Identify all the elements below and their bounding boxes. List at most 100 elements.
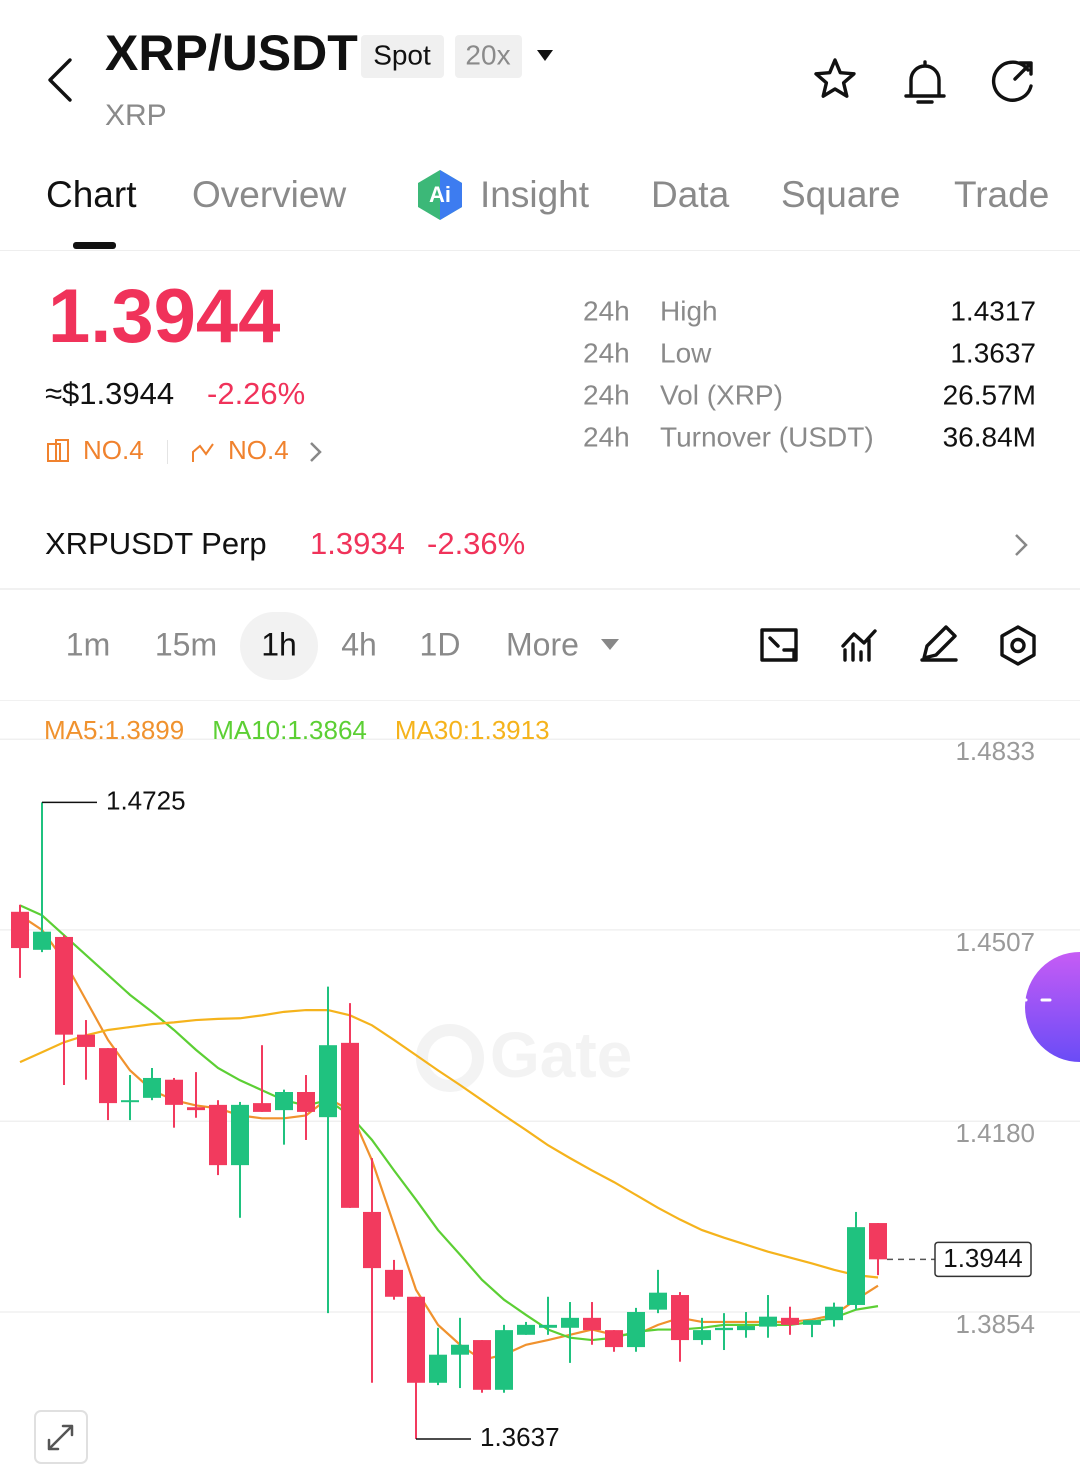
candle-body xyxy=(385,1269,403,1297)
pair-subtitle: XRP xyxy=(105,99,167,132)
rank-icon xyxy=(192,443,214,462)
stat-period: 24h xyxy=(583,337,630,368)
settings-icon[interactable] xyxy=(1000,625,1036,666)
divider xyxy=(0,700,1080,701)
stat-label: Vol (XRP) xyxy=(660,379,783,410)
chart-grid xyxy=(0,738,1080,1313)
interval-selected-bg xyxy=(240,612,318,680)
interval[interactable]: 1m xyxy=(66,626,110,662)
candle-body xyxy=(825,1306,843,1321)
interval[interactable]: More xyxy=(506,626,579,662)
chevron[interactable] xyxy=(310,442,322,462)
candle-body xyxy=(715,1327,733,1331)
fullscreen-icon[interactable] xyxy=(760,628,798,662)
tab[interactable]: Chart xyxy=(46,174,137,215)
candle-body xyxy=(209,1104,227,1166)
expand-icon xyxy=(47,1424,74,1451)
stat-period: 24h xyxy=(583,295,630,326)
badge-leverage[interactable]: 20x xyxy=(465,39,510,70)
candle-body xyxy=(847,1227,865,1305)
candle-body xyxy=(451,1344,469,1355)
candle-body xyxy=(737,1326,755,1331)
candle-body xyxy=(253,1103,271,1112)
candle-body xyxy=(781,1317,799,1325)
candle-body xyxy=(539,1324,557,1328)
y-tick-label: 1.3854 xyxy=(955,1309,1035,1339)
share-icon[interactable] xyxy=(992,60,1033,102)
tab-bar: Chart Overview Ai Insight Data Square Tr… xyxy=(46,170,1049,249)
back-button[interactable] xyxy=(48,58,72,102)
interval[interactable]: 4h xyxy=(341,626,377,662)
usd-price: ≈$1.3944 xyxy=(45,376,174,411)
interval[interactable]: 1D xyxy=(420,626,461,662)
legend-entry: MA5:1.3899 xyxy=(44,715,184,745)
candle-body xyxy=(187,1107,205,1111)
tab[interactable]: Data xyxy=(651,174,730,215)
candle-body xyxy=(297,1092,315,1112)
draw-icon[interactable] xyxy=(920,625,958,662)
badge-bg xyxy=(455,35,522,78)
stat-label: High xyxy=(660,295,718,326)
ma-line xyxy=(19,914,879,1362)
chevron[interactable] xyxy=(1015,534,1028,556)
divider xyxy=(0,588,1080,590)
y-tick-label: 1.4507 xyxy=(955,927,1035,957)
volume-rank[interactable]: NO.4 xyxy=(228,435,289,465)
tab[interactable]: Overview xyxy=(192,174,346,215)
stat-label: Low xyxy=(660,337,712,368)
rank-icon xyxy=(47,443,61,462)
ma-lines xyxy=(19,904,879,1362)
indicator-icon[interactable] xyxy=(841,629,877,662)
y-tick-label: 1.4833 xyxy=(955,736,1035,766)
stat-value: 1.4317 xyxy=(950,295,1036,326)
price-change: -2.26% xyxy=(207,376,305,411)
tab[interactable]: Square xyxy=(781,174,900,215)
candle-body xyxy=(869,1223,887,1260)
tab[interactable]: Trade xyxy=(954,174,1049,215)
dropdown-caret[interactable] xyxy=(601,639,619,650)
alert-icon[interactable] xyxy=(904,60,946,104)
candle-body xyxy=(561,1317,579,1328)
stat-period: 24h xyxy=(583,421,630,452)
stat-period: 24h xyxy=(583,379,630,410)
interval[interactable]: 15m xyxy=(155,626,217,662)
chart-labels: 1.4833 1.4507 1.4180 1.3854 MA5:1.3899 MA10:1… xyxy=(42,715,1035,1452)
watermark: Gate xyxy=(490,1019,632,1091)
ma-line xyxy=(19,904,879,1342)
market-rank[interactable]: NO.4 xyxy=(83,435,144,465)
candle-body xyxy=(473,1340,491,1390)
candle-body xyxy=(143,1077,161,1098)
tab-indicator xyxy=(73,242,116,249)
ma-line xyxy=(19,1008,879,1279)
candle-body xyxy=(693,1330,711,1341)
candle-body xyxy=(627,1311,645,1348)
candle-body xyxy=(11,911,29,949)
candle-body xyxy=(583,1317,601,1331)
perp-change: -2.36% xyxy=(427,526,525,561)
candle-body xyxy=(517,1324,535,1335)
assistant-bubble[interactable] xyxy=(1025,952,1080,1062)
stat-label: Turnover (USDT) xyxy=(660,421,874,452)
candle-body xyxy=(121,1100,139,1103)
perp-name[interactable]: XRPUSDT Perp xyxy=(45,526,267,561)
stat-value: 26.57M xyxy=(943,379,1036,410)
candle-body xyxy=(649,1292,667,1310)
max-label: 1.4725 xyxy=(106,785,186,815)
favorite-icon[interactable] xyxy=(814,58,856,98)
interval[interactable]: 1h xyxy=(261,626,297,662)
badge-bg xyxy=(361,35,444,78)
legend-entry: MA10:1.3864 xyxy=(212,715,367,745)
tab[interactable]: Insight xyxy=(480,174,590,215)
y-tick-label: 1.4180 xyxy=(955,1118,1035,1148)
candles xyxy=(11,802,887,1439)
dropdown-caret[interactable] xyxy=(537,50,553,61)
candle-body xyxy=(275,1092,293,1111)
candle-body xyxy=(671,1295,689,1341)
badge-spot[interactable]: Spot xyxy=(373,39,431,70)
insight-icon-shade xyxy=(440,170,462,220)
candle-body xyxy=(759,1316,777,1327)
last-price-box xyxy=(934,1241,1032,1278)
candle-body xyxy=(55,936,73,1035)
